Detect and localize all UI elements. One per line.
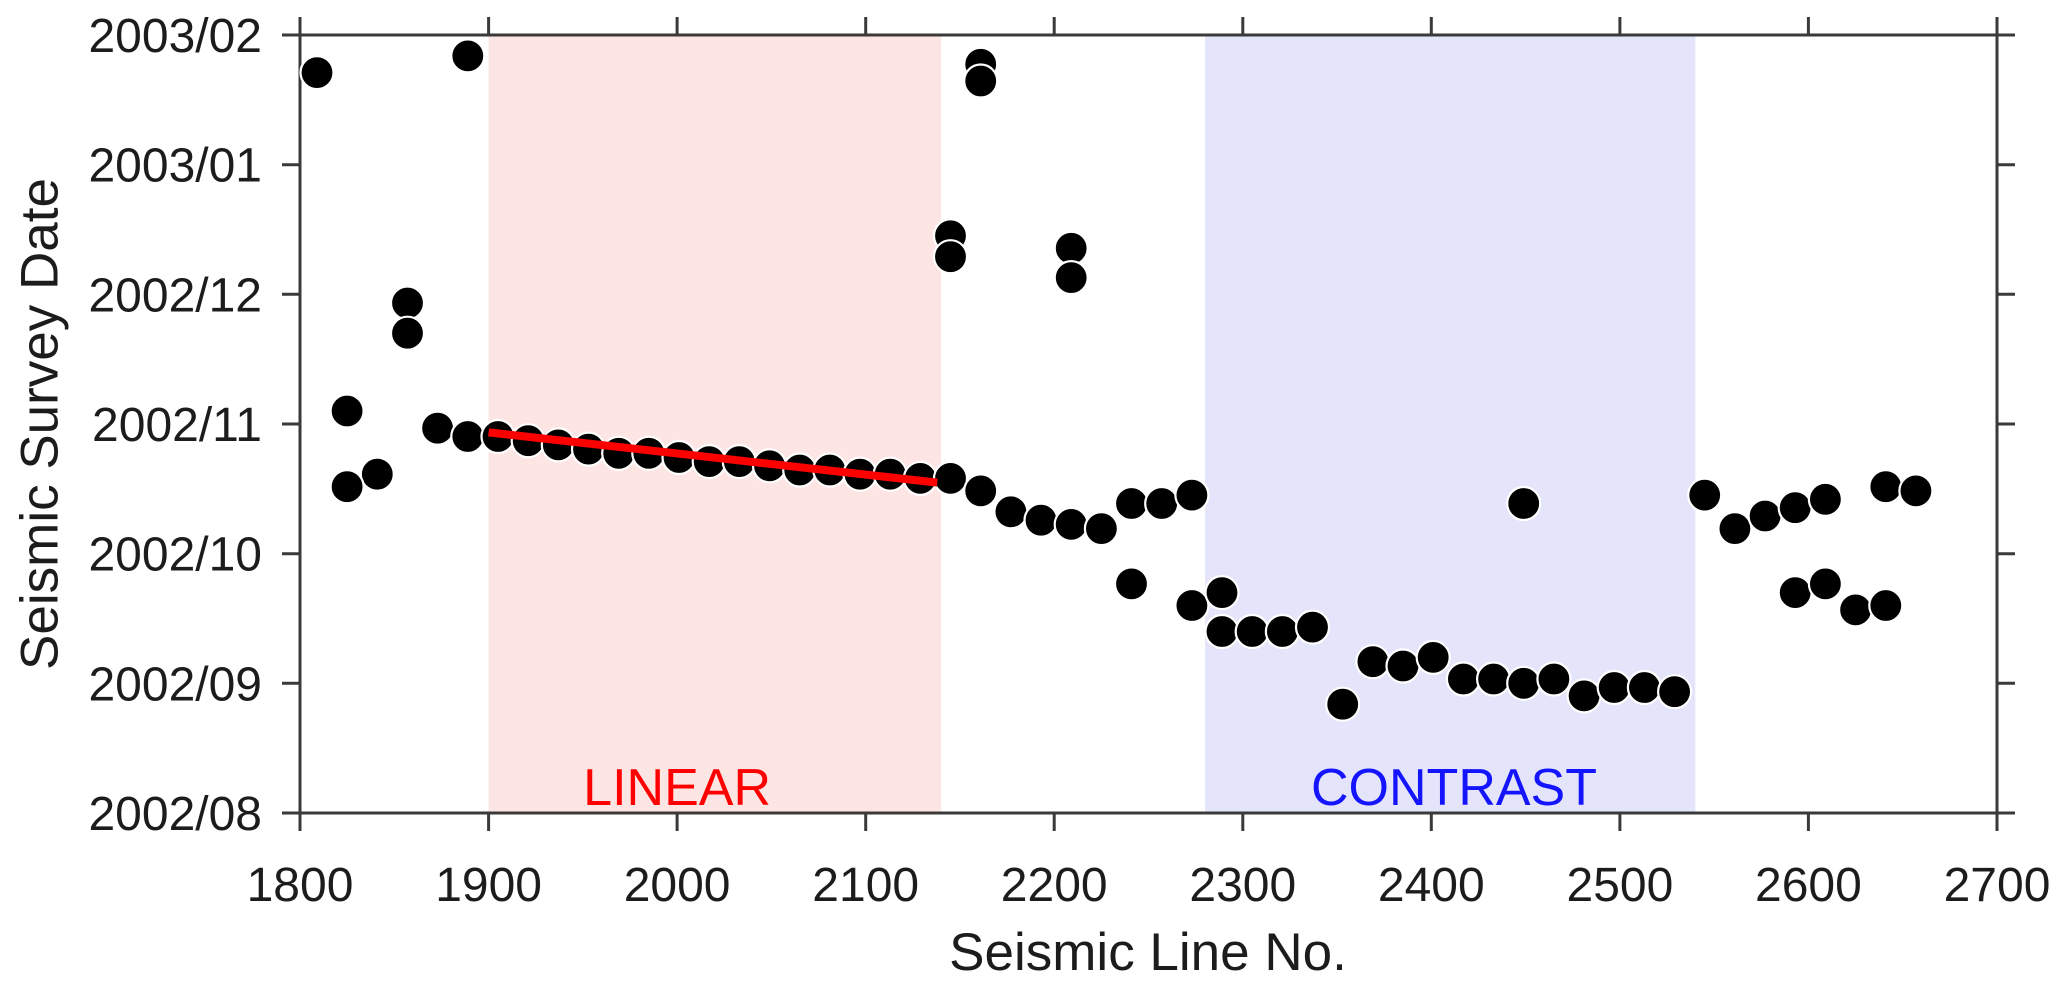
data-point — [1777, 490, 1813, 526]
data-point — [932, 460, 969, 496]
data-point — [1264, 613, 1301, 650]
data-point — [1898, 473, 1934, 509]
data-point — [1475, 661, 1512, 697]
region-bands — [488, 35, 1696, 813]
x-tick-label: 1800 — [247, 859, 354, 912]
data-point — [963, 63, 999, 99]
y-tick-label: 2002/10 — [88, 529, 262, 582]
y-tick-label: 2002/12 — [88, 269, 262, 322]
data-point — [299, 54, 335, 91]
y-tick-label: 2002/09 — [88, 658, 262, 711]
y-tick-label: 2002/08 — [88, 788, 262, 841]
x-tick-label: 1900 — [435, 859, 542, 912]
x-tick-label: 2200 — [1001, 859, 1108, 912]
x-tick-label: 2400 — [1378, 859, 1485, 912]
x-axis-title: Seismic Line No. — [949, 923, 1347, 982]
data-point — [1626, 669, 1663, 706]
data-point — [1596, 669, 1632, 706]
data-point — [1656, 674, 1693, 710]
data-point — [1747, 498, 1783, 534]
data-point — [1717, 510, 1753, 547]
x-tick-label: 2700 — [1944, 859, 2051, 912]
x-tick-label: 2000 — [624, 859, 731, 912]
x-tick-label: 2600 — [1755, 859, 1862, 912]
data-point — [329, 469, 365, 505]
data-point — [1083, 510, 1120, 547]
data-point — [1536, 661, 1572, 697]
data-point — [1385, 648, 1421, 684]
data-point — [1506, 485, 1542, 522]
data-point — [1415, 639, 1451, 676]
region-labels: LINEAR CONTRAST — [583, 759, 1597, 817]
data-point — [1053, 230, 1089, 266]
data-point — [1807, 566, 1844, 602]
x-tick-label: 2500 — [1567, 859, 1674, 912]
y-tick-label: 2003/02 — [88, 10, 262, 63]
x-tick-label: 2300 — [1189, 859, 1296, 912]
data-point — [1506, 665, 1542, 701]
data-point — [1777, 574, 1813, 611]
data-point — [1837, 592, 1874, 628]
data-point — [1294, 609, 1331, 645]
data-points — [299, 38, 1934, 722]
data-point — [1325, 686, 1361, 722]
data-point — [1234, 613, 1270, 650]
data-point — [963, 473, 999, 509]
data-point — [420, 410, 456, 446]
data-point — [329, 393, 365, 429]
y-tick-label: 2003/01 — [88, 140, 262, 193]
data-point — [1868, 469, 1904, 505]
axes — [282, 17, 2015, 831]
data-point — [1113, 485, 1150, 522]
data-point — [1868, 587, 1904, 624]
data-point — [389, 285, 426, 321]
data-point — [1023, 502, 1059, 538]
y-tick-labels: 2002/08 2002/09 2002/10 2002/11 2002/12 2003/… — [88, 10, 262, 841]
x-tick-labels: 1800 1900 2000 2100 2200 2300 2400 2500 2600 2700 — [247, 859, 2051, 912]
data-point — [993, 494, 1029, 530]
data-point — [389, 315, 426, 351]
data-point — [1445, 661, 1482, 697]
data-point — [1566, 678, 1602, 714]
data-point — [1204, 613, 1240, 650]
data-point — [1113, 566, 1150, 602]
data-point — [1053, 260, 1089, 296]
y-axis-title: Seismic Survey Date — [11, 178, 70, 670]
y-tick-label: 2002/11 — [92, 399, 262, 452]
data-point — [570, 431, 607, 467]
data-point — [1144, 485, 1180, 522]
data-point — [1807, 481, 1844, 517]
data-point — [1204, 574, 1240, 611]
data-point — [1174, 587, 1210, 624]
fit-line-group — [488, 428, 938, 487]
data-point — [1355, 644, 1391, 680]
data-point — [1174, 477, 1210, 513]
data-point — [450, 418, 486, 455]
data-point — [1053, 506, 1089, 543]
contrast-region-label: CONTRAST — [1311, 759, 1597, 817]
linear-band — [488, 35, 942, 813]
linear-fit-line — [488, 428, 938, 487]
data-point — [359, 456, 395, 492]
x-tick-label: 2100 — [812, 859, 919, 912]
data-point — [450, 38, 486, 74]
data-point — [932, 239, 969, 275]
data-point — [1687, 477, 1723, 513]
linear-region-label: LINEAR — [583, 759, 771, 817]
